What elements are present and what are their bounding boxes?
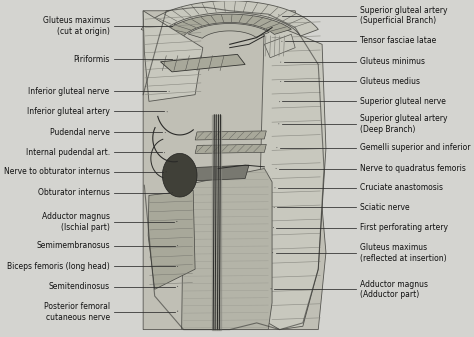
- Polygon shape: [165, 14, 292, 36]
- Text: Gluteus medius: Gluteus medius: [360, 77, 420, 86]
- Polygon shape: [148, 190, 195, 289]
- Text: Biceps femoris (long head): Biceps femoris (long head): [7, 262, 109, 271]
- Text: First perforating artery: First perforating artery: [360, 223, 448, 232]
- Polygon shape: [141, 1, 319, 36]
- Polygon shape: [264, 34, 295, 58]
- Text: Obturator internus: Obturator internus: [38, 188, 109, 197]
- Text: Nerve to quadratus femoris: Nerve to quadratus femoris: [360, 164, 465, 173]
- Polygon shape: [143, 11, 326, 330]
- Text: Tensor fasciae latae: Tensor fasciae latae: [360, 36, 436, 45]
- Text: Superior gluteal artery
(Superficial Branch): Superior gluteal artery (Superficial Bra…: [360, 6, 447, 26]
- Text: Semimembranosus: Semimembranosus: [36, 241, 109, 250]
- Text: Inferior gluteal artery: Inferior gluteal artery: [27, 107, 109, 116]
- Text: Inferior gluteal nerve: Inferior gluteal nerve: [28, 87, 109, 96]
- Text: Cruciate anastomosis: Cruciate anastomosis: [360, 183, 443, 192]
- Polygon shape: [195, 131, 266, 140]
- Text: Adductor magnus
(Ischial part): Adductor magnus (Ischial part): [42, 213, 109, 232]
- Text: Gemelli superior and inferior: Gemelli superior and inferior: [360, 143, 470, 152]
- Text: Sciatic nerve: Sciatic nerve: [360, 203, 410, 212]
- Text: Piriformis: Piriformis: [73, 55, 109, 64]
- Text: Posterior femoral
cutaneous nerve: Posterior femoral cutaneous nerve: [44, 302, 109, 322]
- Text: Gluteus maximus
(cut at origin): Gluteus maximus (cut at origin): [43, 16, 109, 36]
- Polygon shape: [188, 24, 269, 38]
- Text: Internal pudendal art.: Internal pudendal art.: [26, 148, 109, 157]
- Polygon shape: [212, 115, 221, 330]
- Polygon shape: [161, 54, 245, 72]
- Text: Pudendal nerve: Pudendal nerve: [50, 128, 109, 137]
- Text: Semitendinosus: Semitendinosus: [48, 282, 109, 291]
- Text: Superior gluteal nerve: Superior gluteal nerve: [360, 97, 446, 106]
- Text: Superior gluteal artery
(Deep Branch): Superior gluteal artery (Deep Branch): [360, 115, 447, 134]
- Polygon shape: [163, 153, 197, 197]
- Polygon shape: [168, 165, 249, 182]
- Polygon shape: [143, 11, 203, 101]
- Polygon shape: [257, 21, 326, 330]
- Polygon shape: [182, 168, 272, 330]
- Text: Nerve to obturator internus: Nerve to obturator internus: [4, 167, 109, 176]
- Text: Gluteus minimus: Gluteus minimus: [360, 57, 425, 66]
- Text: Adductor magnus
(Adductor part): Adductor magnus (Adductor part): [360, 280, 428, 299]
- Polygon shape: [195, 144, 266, 153]
- Text: Gluteus maximus
(reflected at insertion): Gluteus maximus (reflected at insertion): [360, 243, 447, 263]
